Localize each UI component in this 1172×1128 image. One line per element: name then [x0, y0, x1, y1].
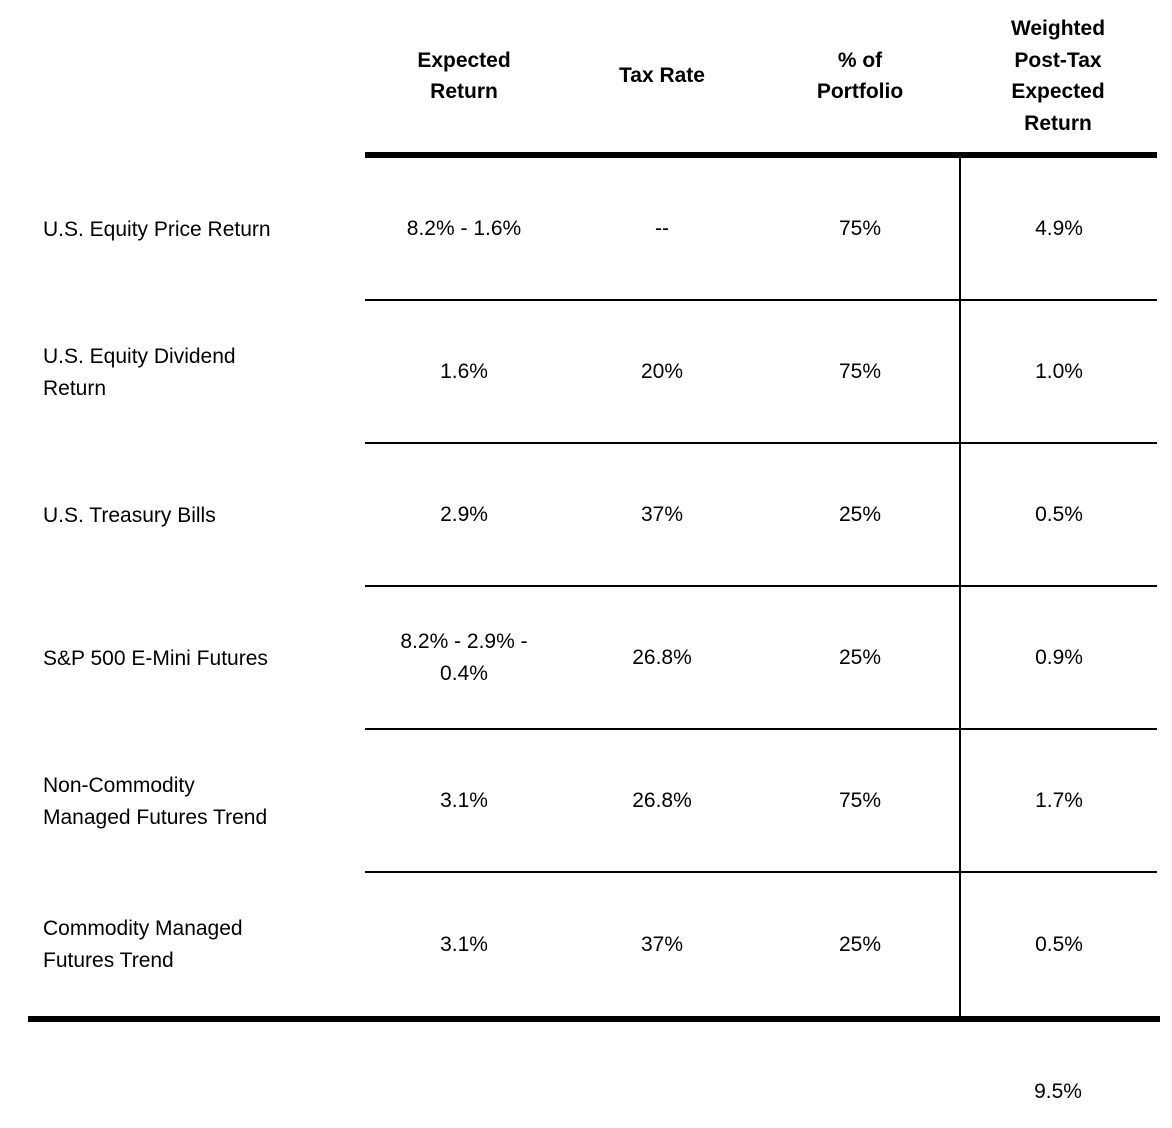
portfolio-returns-table: Expected Return Tax Rate % of Portfolio … [0, 0, 1157, 1016]
table-bottom-border [28, 1016, 1160, 1022]
row-label-us-equity-dividend-return: U.S. Equity Dividend Return [43, 345, 236, 400]
cell-pct-of-portfolio: 75% [761, 301, 959, 444]
cell-pct-of-portfolio: 25% [838, 932, 882, 956]
cell-expected-return: 8.2% - 1.6% [365, 158, 563, 301]
table-corner-cell [0, 0, 365, 158]
cell-weighted-return: 0.9% [959, 587, 1157, 730]
column-header-weighted-post-tax-expected-return: Weighted Post-Tax Expected Return [959, 0, 1157, 158]
cell-pct-of-portfolio: 25% [761, 587, 959, 730]
cell-tax-rate: 20% [563, 301, 761, 444]
cell-weighted-return: 4.9% [959, 158, 1157, 301]
cell-tax-rate: 26.8% [563, 730, 761, 873]
cell-tax-rate: 26.8% [563, 587, 761, 730]
row-label-us-equity-price-return: U.S. Equity Price Return [43, 217, 271, 241]
cell-weighted-return: 0.5% [959, 873, 1157, 1016]
cell-expected-return: 1.6% [365, 301, 563, 444]
cell-expected-return: 2.9% [365, 444, 563, 587]
cell-weighted-return: 1.0% [959, 301, 1157, 444]
cell-pct-of-portfolio: 25% [761, 444, 959, 587]
cell-weighted-return: 0.5% [959, 444, 1157, 587]
cell-pct-of-portfolio: 75% [761, 158, 959, 301]
cell-tax-rate: 37% [640, 932, 684, 956]
cell-pct-of-portfolio: 75% [761, 730, 959, 873]
column-header-pct-of-portfolio: % of Portfolio [761, 0, 959, 158]
row-label-sp500-emini-futures: S&P 500 E-Mini Futures [43, 646, 268, 670]
column-header-expected-return: Expected Return [365, 0, 563, 158]
column-header-tax-rate: Tax Rate [563, 0, 761, 158]
total-weighted-post-tax-expected-return: 9.5% [1034, 1080, 1082, 1103]
cell-expected-return: 3.1% [365, 730, 563, 873]
row-label-us-treasury-bills: U.S. Treasury Bills [43, 503, 216, 527]
cell-tax-rate: 37% [563, 444, 761, 587]
cell-weighted-return: 1.7% [959, 730, 1157, 873]
row-label-non-commodity-managed-futures-trend: Non-Commodity Managed Futures Trend [43, 774, 268, 829]
cell-expected-return: 3.1% [440, 932, 488, 956]
row-label-commodity-managed-futures-trend: Commodity Managed Futures Trend [43, 917, 243, 972]
cell-expected-return: 8.2% - 2.9% - 0.4% [365, 587, 563, 730]
cell-tax-rate: -- [563, 158, 761, 301]
